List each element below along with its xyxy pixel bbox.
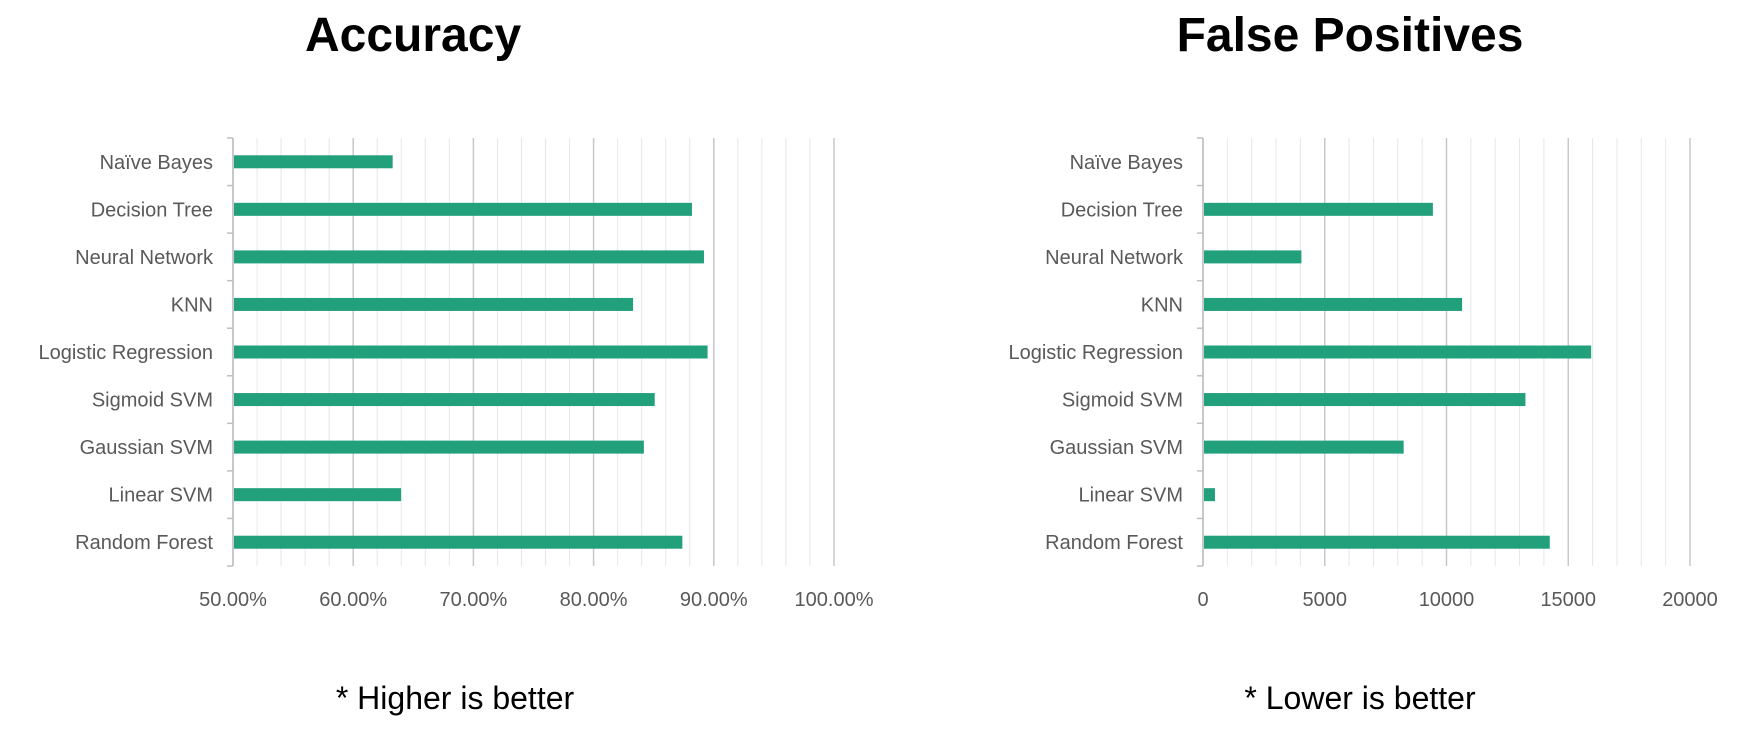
accuracy-bar bbox=[234, 250, 704, 264]
accuracy-bar bbox=[234, 155, 393, 169]
fp-bar bbox=[1204, 345, 1592, 359]
category-label: Neural Network bbox=[1045, 247, 1184, 269]
fp-bar bbox=[1204, 250, 1302, 264]
fp-bar bbox=[1204, 297, 1463, 311]
x-tick-label: 80.00% bbox=[560, 589, 628, 611]
category-label: Gaussian SVM bbox=[80, 437, 213, 459]
category-label: Sigmoid SVM bbox=[1062, 390, 1183, 412]
category-label: KNN bbox=[1141, 294, 1183, 316]
category-label: Linear SVM bbox=[109, 485, 214, 507]
x-tick-label: 10000 bbox=[1419, 589, 1475, 611]
fp-bar bbox=[1204, 488, 1215, 502]
accuracy-bar bbox=[234, 202, 692, 216]
accuracy-bar bbox=[234, 393, 655, 407]
category-label: Logistic Regression bbox=[1008, 342, 1183, 364]
false-positives-chart: 0 5000 10000 15000 20000 Naïve Bayes Decision … bbox=[1008, 137, 1718, 611]
x-tick-label: 5000 bbox=[1303, 589, 1348, 611]
category-label: Random Forest bbox=[75, 532, 213, 554]
x-tick-label: 0 bbox=[1197, 589, 1208, 611]
accuracy-note: * Higher is better bbox=[335, 680, 575, 716]
fp-bar bbox=[1204, 535, 1550, 549]
x-tick-label: 60.00% bbox=[319, 589, 387, 611]
category-label: Naïve Bayes bbox=[1070, 152, 1183, 174]
fp-bar bbox=[1204, 393, 1526, 407]
x-tick-label: 90.00% bbox=[680, 589, 748, 611]
accuracy-bar bbox=[234, 440, 644, 454]
category-label: Decision Tree bbox=[91, 199, 213, 221]
category-label: Decision Tree bbox=[1061, 199, 1183, 221]
accuracy-bar bbox=[234, 535, 683, 549]
accuracy-bar bbox=[234, 297, 634, 311]
category-label: Gaussian SVM bbox=[1050, 437, 1183, 459]
category-label: Logistic Regression bbox=[38, 342, 213, 364]
category-label: Random Forest bbox=[1045, 532, 1183, 554]
category-label: Linear SVM bbox=[1079, 485, 1184, 507]
fp-bar bbox=[1204, 202, 1433, 216]
x-tick-label: 15000 bbox=[1540, 589, 1596, 611]
false-positives-note: * Lower is better bbox=[1244, 680, 1476, 716]
accuracy-chart: 50.00% 60.00% 70.00% 80.00% 90.00% 100.00% Naï… bbox=[38, 137, 874, 611]
x-tick-label: 70.00% bbox=[439, 589, 507, 611]
accuracy-bar bbox=[234, 345, 708, 359]
category-label: KNN bbox=[171, 294, 213, 316]
x-tick-label: 100.00% bbox=[795, 589, 874, 611]
false-positives-chart-title: False Positives bbox=[1176, 9, 1524, 62]
category-label: Naïve Bayes bbox=[100, 152, 213, 174]
accuracy-chart-title: Accuracy bbox=[305, 9, 522, 62]
x-tick-label: 20000 bbox=[1662, 589, 1718, 611]
x-tick-label: 50.00% bbox=[199, 589, 267, 611]
fp-bar bbox=[1204, 440, 1404, 454]
category-label: Neural Network bbox=[75, 247, 214, 269]
category-label: Sigmoid SVM bbox=[92, 390, 213, 412]
accuracy-bar bbox=[234, 488, 402, 502]
